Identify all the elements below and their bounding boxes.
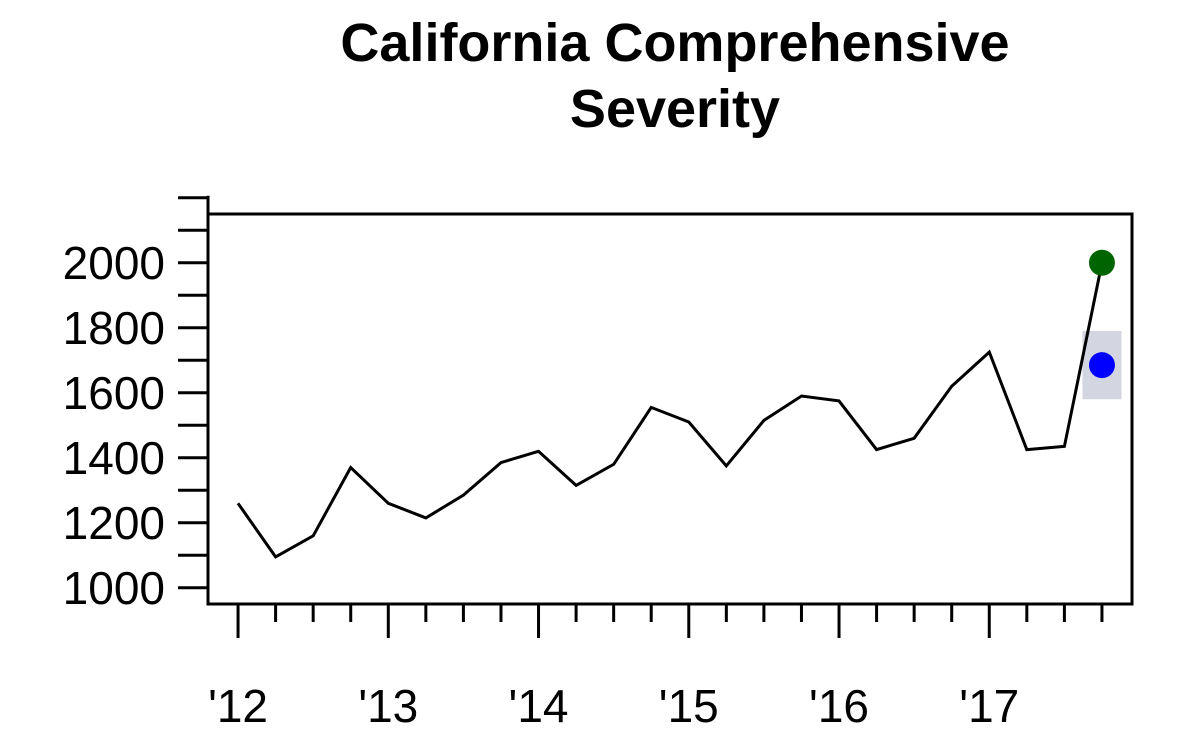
highlight-point	[1088, 352, 1115, 379]
x-tick-label: '14	[509, 680, 569, 732]
chart-title-line-1: California Comprehensive	[340, 13, 1010, 73]
y-tick-label: 1000	[63, 562, 165, 614]
series-lines	[236, 262, 1104, 559]
chart-title-line-2: Severity	[569, 79, 781, 139]
y-tick-label: 1600	[63, 367, 165, 419]
series-line	[236, 262, 1104, 559]
x-tick-label: '17	[959, 680, 1019, 732]
x-tick-label: '16	[809, 680, 869, 732]
chart-title: California Comprehensive Severity	[160, 10, 1190, 142]
x-tick-label: '12	[208, 680, 268, 732]
y-tick-label: 1200	[63, 497, 165, 549]
plot-frame	[206, 212, 1134, 606]
y-tick-label: 2000	[63, 237, 165, 289]
x-axis: '12 '13 '14 '15 '16 '17	[208, 604, 1104, 732]
y-tick-label: 1800	[63, 302, 165, 354]
x-tick-label: '15	[659, 680, 719, 732]
highlight-points	[1088, 249, 1115, 379]
x-tick-label: '13	[358, 680, 418, 732]
y-axis: 1000 1200 1400 1600 1800 2000	[63, 195, 210, 614]
y-tick-label: 1400	[63, 432, 165, 484]
highlight-point	[1088, 249, 1115, 276]
